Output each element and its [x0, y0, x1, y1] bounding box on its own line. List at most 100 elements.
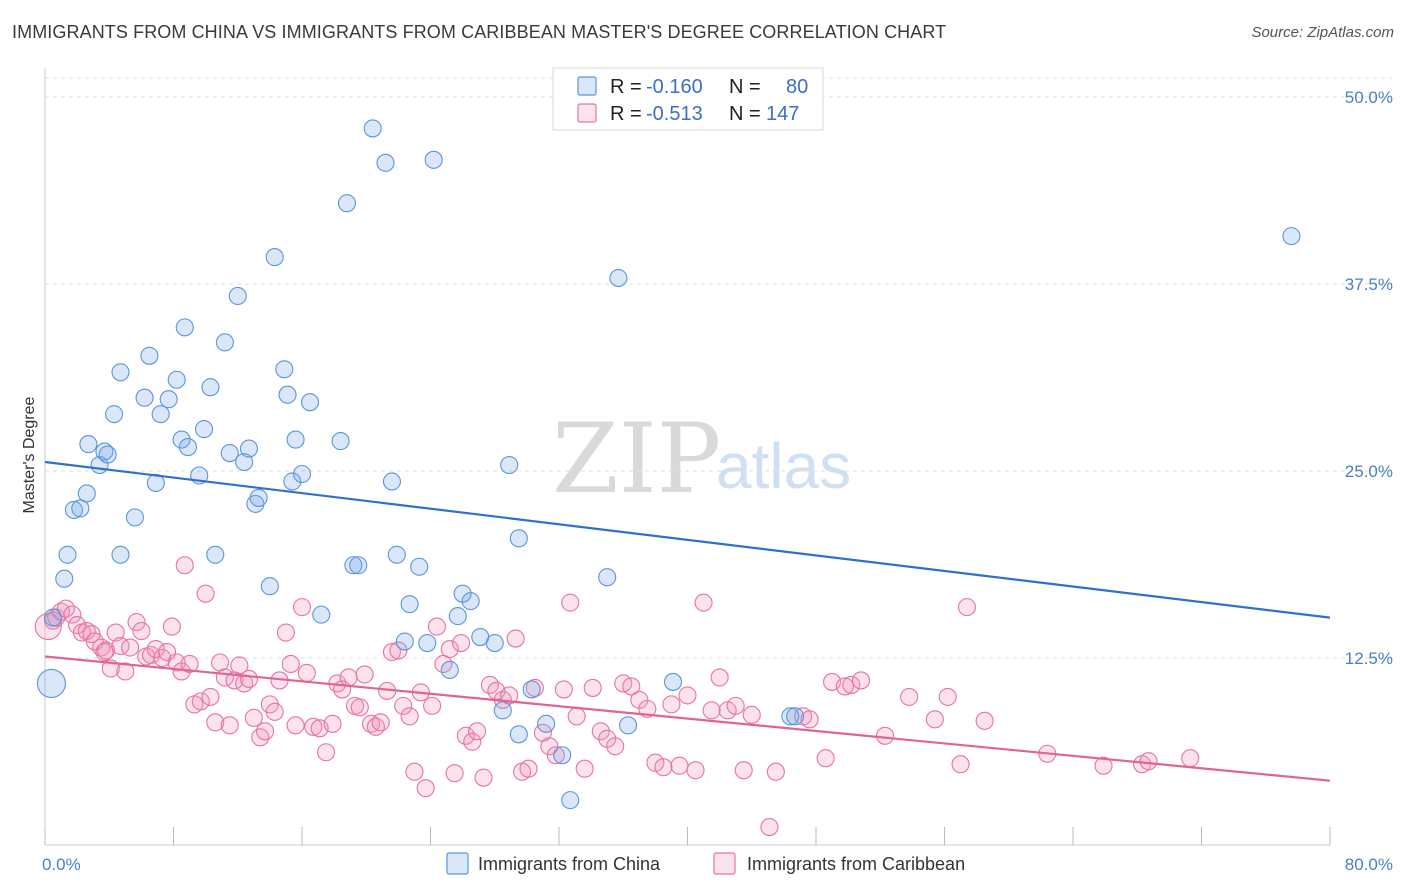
china-point [382, 472, 402, 491]
caribbean-point [405, 762, 424, 781]
caribbean-point [317, 743, 336, 762]
caribbean-point [760, 817, 779, 837]
caribbean-point [1181, 749, 1200, 768]
caribbean-points [34, 556, 1200, 837]
caribbean-point [525, 678, 544, 697]
china-point [79, 435, 98, 454]
legend-label-china: Immigrants from China [478, 854, 661, 874]
china-point [167, 370, 186, 389]
china-point [553, 746, 572, 765]
caribbean-point [239, 669, 259, 688]
china-point [260, 577, 279, 596]
china-point [619, 716, 638, 735]
caribbean-point [851, 671, 871, 690]
china-point [159, 390, 178, 409]
china-point [485, 633, 504, 653]
china-point [312, 605, 331, 624]
china-point [292, 464, 312, 484]
caribbean-point [180, 654, 199, 674]
china-point [151, 405, 170, 424]
caribbean-point [371, 713, 390, 732]
caribbean-point [362, 714, 381, 733]
x-tick-label: 80.0% [1345, 855, 1393, 874]
caribbean-point [440, 639, 459, 659]
china-point [64, 500, 83, 519]
caribbean-point [394, 696, 413, 715]
china-point [178, 438, 198, 457]
axes [44, 68, 1331, 846]
caribbean-point [286, 716, 305, 735]
caribbean-point [900, 687, 919, 706]
china-point [125, 508, 144, 527]
caribbean-point [742, 705, 761, 724]
china-point [98, 445, 117, 464]
china-point [220, 443, 239, 463]
china-point [286, 430, 305, 449]
china-point [522, 680, 541, 699]
caribbean-point [519, 759, 538, 778]
caribbean-point [957, 598, 977, 617]
series-legend: Immigrants from China Immigrants from Ca… [446, 852, 965, 875]
stats-r-label-china: R = [610, 76, 642, 98]
china-point [71, 499, 90, 518]
china-point [509, 725, 528, 744]
caribbean-point [591, 722, 610, 741]
caribbean-point [670, 756, 689, 775]
caribbean-point [389, 641, 408, 660]
china-point [300, 393, 320, 412]
caribbean-point [561, 593, 580, 612]
legend-swatch-caribbean [713, 852, 736, 875]
caribbean-point [726, 696, 745, 715]
china-point [249, 488, 268, 507]
caribbean-point [1139, 752, 1158, 771]
caribbean-point [500, 686, 519, 705]
china-point [376, 153, 395, 172]
china-point [344, 556, 363, 575]
china-point [448, 607, 467, 626]
china-point [275, 360, 294, 379]
china-point [331, 432, 350, 451]
china-point [215, 333, 234, 352]
china-point [278, 385, 297, 404]
china-point [395, 632, 414, 651]
caribbean-point [816, 749, 835, 768]
caribbean-point [355, 665, 374, 684]
china-point [349, 556, 368, 575]
caribbean-point [1094, 756, 1113, 775]
china-point [111, 363, 130, 382]
caribbean-point [96, 641, 116, 660]
stats-legend: R = -0.160 N = 80 R = -0.513 N = 147 [552, 67, 824, 131]
caribbean-point [206, 713, 225, 732]
china-point [265, 248, 284, 267]
caribbean-point [734, 761, 753, 780]
caribbean-point [427, 617, 446, 636]
caribbean-point [567, 707, 586, 726]
china-point [500, 455, 519, 475]
china-point [77, 484, 96, 503]
caribbean-point [694, 593, 713, 612]
china-point [1282, 227, 1301, 246]
caribbean-point [256, 722, 275, 741]
caribbean-point [678, 686, 697, 705]
china-point [418, 633, 437, 653]
legend-label-caribbean: Immigrants from Caribbean [747, 854, 965, 874]
y-axis-label: Master's Degree [21, 396, 38, 513]
caribbean-trend-line [44, 655, 1331, 782]
china-point [786, 707, 805, 726]
caribbean-point [339, 668, 358, 687]
china-point [609, 268, 628, 288]
china-point [239, 439, 259, 458]
china-point [283, 472, 302, 491]
stats-n-label-caribbean: N = [729, 103, 761, 125]
caribbean-point [654, 758, 673, 777]
caribbean-point [191, 692, 210, 711]
china-point [206, 545, 225, 564]
china-point [598, 568, 617, 587]
china-points [36, 119, 1301, 810]
caribbean-point [546, 746, 565, 765]
caribbean-point [132, 622, 151, 641]
china-point [400, 595, 419, 614]
caribbean-point [323, 714, 342, 733]
china-point [337, 194, 357, 213]
